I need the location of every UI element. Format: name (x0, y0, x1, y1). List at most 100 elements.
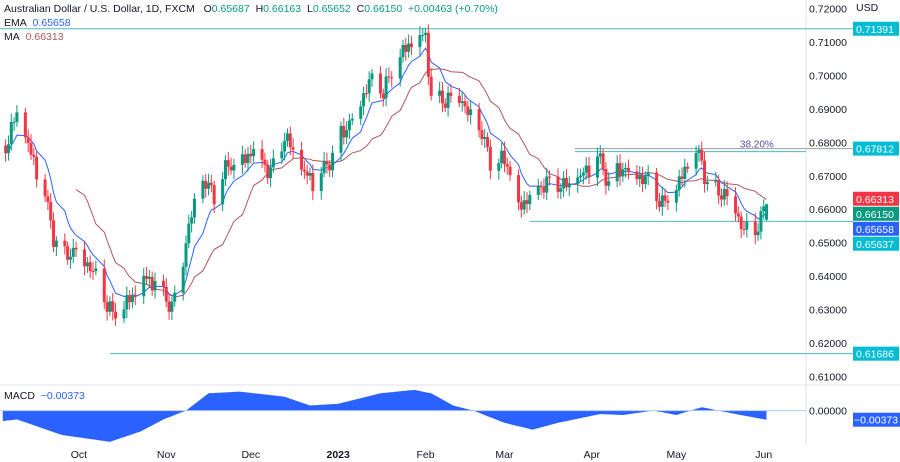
level-price-label: 0.67812 (856, 144, 894, 156)
candle-body (404, 45, 408, 52)
candle (325, 152, 329, 174)
candle-body (269, 167, 273, 179)
candle-body (657, 200, 661, 207)
candle (638, 166, 642, 188)
candle-body (483, 137, 487, 139)
candle-body (497, 163, 501, 171)
candle (300, 141, 304, 176)
candle (598, 145, 602, 165)
candle-body (130, 294, 134, 303)
candle (536, 178, 540, 200)
candle (440, 82, 444, 113)
candle (122, 300, 126, 324)
candle (328, 159, 332, 178)
x-tick-label: Mar (495, 449, 514, 461)
macd-value: −0.00373 (40, 390, 85, 402)
candle (539, 181, 543, 196)
candle (161, 274, 165, 296)
candle (226, 151, 230, 176)
candle-body (426, 32, 430, 77)
candle (114, 302, 118, 326)
candle-body (700, 149, 704, 161)
candle (480, 121, 484, 146)
symbol-legend: Australian Dollar / U.S. Dollar, 1D, FXC… (4, 3, 498, 15)
candle (703, 151, 707, 193)
candle-body (328, 164, 332, 171)
candle (745, 212, 749, 238)
candle-body (635, 171, 639, 180)
candle (466, 100, 470, 122)
macd-legend[interactable]: MACD −0.00373 (4, 390, 85, 402)
candle-body (480, 130, 484, 139)
candle (722, 180, 726, 206)
candle-body (209, 182, 213, 186)
candle (753, 212, 757, 245)
candle (581, 167, 585, 185)
candle (280, 142, 284, 164)
candle-body (331, 152, 335, 171)
candle-body (697, 149, 701, 154)
candle-body (736, 213, 740, 217)
level-price-label-bg (853, 141, 899, 156)
y-tick-label: 0.67000 (809, 171, 847, 183)
candle-body (204, 180, 208, 189)
candle-body (384, 76, 388, 99)
candle-body (519, 202, 523, 210)
candle (615, 155, 619, 188)
candle-body (734, 196, 738, 214)
candle-body (401, 45, 405, 58)
candle (564, 168, 568, 192)
ema-value: 0.65658 (32, 17, 71, 29)
candle (283, 132, 287, 161)
candle-body (556, 176, 560, 192)
candle-body (587, 165, 591, 178)
candle-body (167, 301, 171, 312)
candle (322, 152, 326, 178)
x-tick-label: Nov (157, 449, 176, 461)
candle-body (359, 106, 363, 119)
candle-body (725, 189, 729, 197)
candle-body (4, 145, 8, 154)
y-tick-label: 0.63000 (809, 305, 847, 317)
candle (331, 145, 335, 178)
level-price-label-bg (853, 346, 899, 361)
candle (700, 141, 704, 165)
candle (249, 144, 253, 164)
candle (184, 235, 188, 276)
candle-body (223, 160, 227, 180)
candle-body (683, 166, 687, 179)
candle-body (621, 169, 625, 177)
candle-body (615, 163, 619, 182)
candle-body (457, 95, 461, 103)
candle-body (35, 156, 39, 180)
candle (398, 48, 402, 87)
candle-body (387, 76, 391, 78)
candle-body (443, 103, 447, 108)
ema-legend[interactable]: EMA 0.65658 (4, 17, 71, 29)
candle-body (105, 302, 109, 312)
x-tick-label: Dec (241, 449, 260, 461)
candle (742, 220, 746, 235)
candle (54, 236, 58, 257)
candle (641, 166, 645, 193)
candle (655, 167, 659, 210)
candle-body (446, 92, 450, 108)
candle-body (421, 34, 425, 36)
candle-body (88, 262, 92, 272)
candle (108, 296, 112, 316)
candle-body (522, 200, 526, 210)
candle-body (291, 147, 295, 150)
candle (519, 195, 523, 218)
candle-body (486, 137, 490, 147)
candle-body (742, 228, 746, 230)
level-price-label: 0.65637 (856, 239, 894, 251)
x-tick-label: May (666, 449, 687, 461)
ma-legend[interactable]: MA 0.66313 (4, 31, 64, 43)
candle (23, 107, 27, 144)
ma-value: 0.66313 (25, 31, 64, 43)
candle-body (226, 160, 230, 167)
candle (500, 142, 504, 169)
candle (697, 144, 701, 162)
